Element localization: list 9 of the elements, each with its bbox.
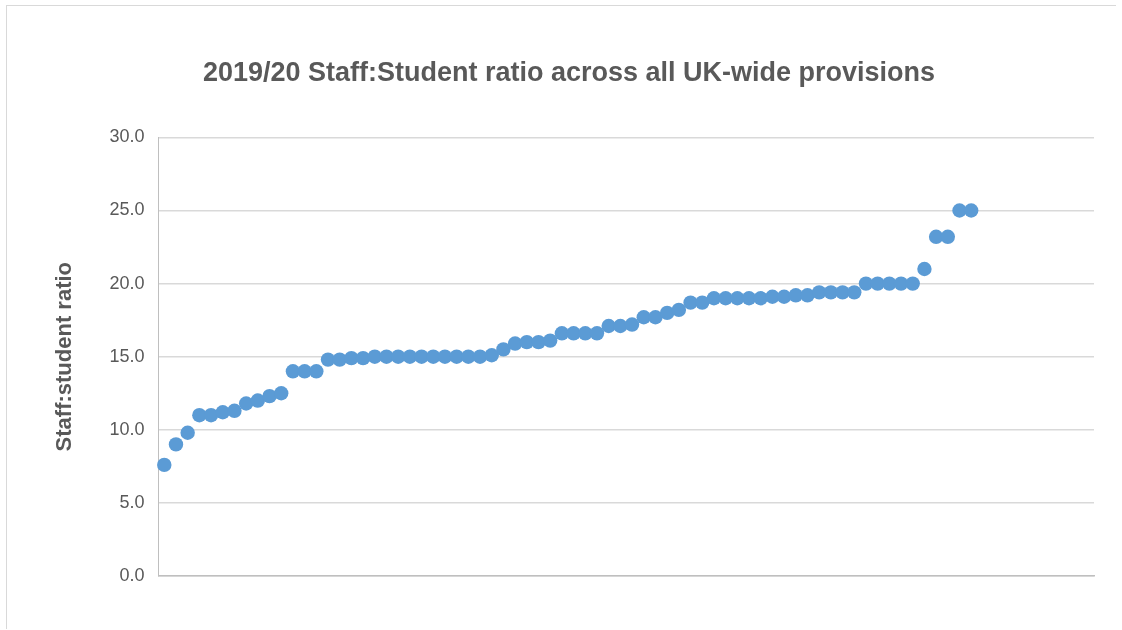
- chart-title: 2019/20 Staff:Student ratio across all UK-wide provisions: [202, 56, 936, 87]
- y-tick-label: 20.0: [109, 272, 145, 293]
- y-tick-label: 5.0: [119, 491, 145, 512]
- y-tick-label: 0.0: [119, 564, 145, 585]
- y-tick-label: 10.0: [109, 418, 145, 439]
- y-tick-label: 15.0: [109, 345, 145, 366]
- y-tick-label: 30.0: [109, 126, 145, 147]
- y-axis-title: Staff:student ratio: [51, 261, 77, 452]
- y-tick-label: 25.0: [109, 199, 145, 220]
